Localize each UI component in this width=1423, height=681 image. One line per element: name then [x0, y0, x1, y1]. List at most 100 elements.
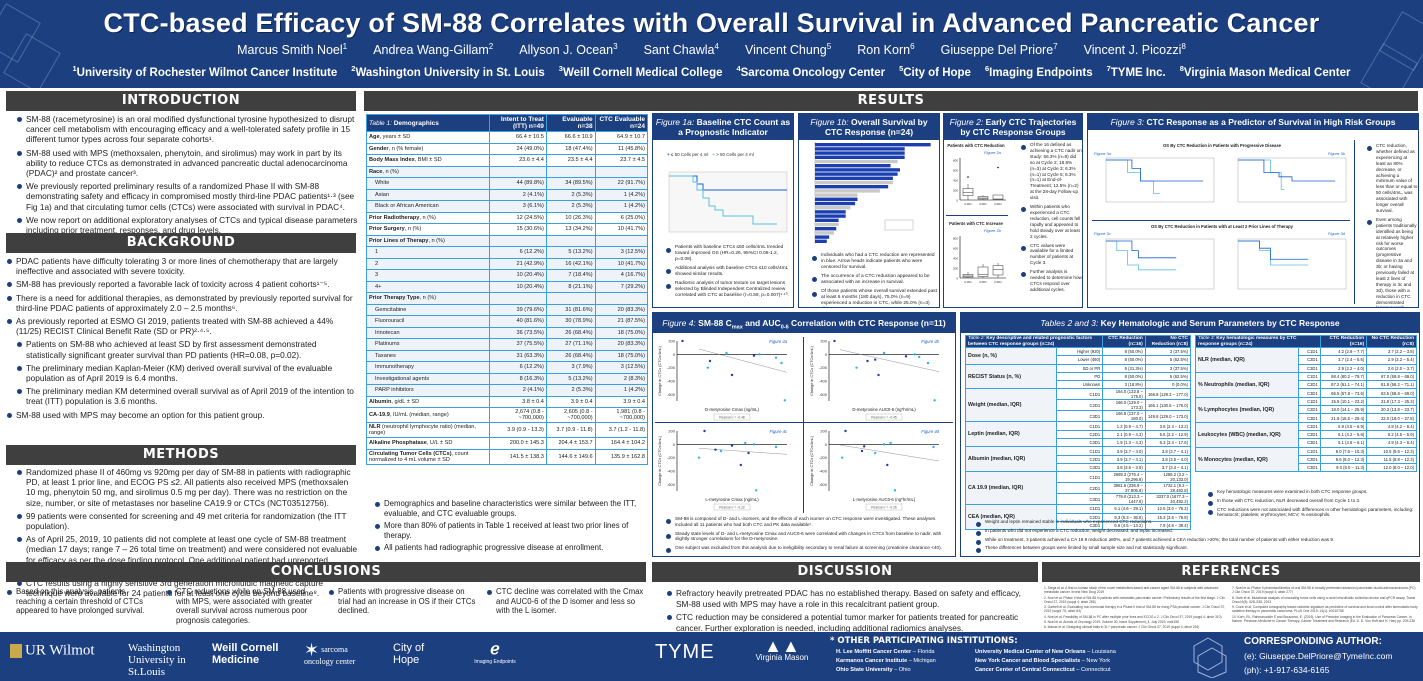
fig4-bullet: One subject was excluded from this analy… [665, 545, 953, 553]
methods-header: METHODS [6, 445, 356, 465]
table2: Table 2: Key descriptive and related pro… [964, 335, 1192, 531]
fig3-label: Figure 3: [1110, 117, 1145, 127]
cell-value: 18 (75.0%) [594, 326, 649, 339]
methods-bullet: Randomized phase II of 460mg vs 920mg pe… [16, 467, 358, 508]
pearson-label: Pearson r = -0.26 [871, 506, 897, 510]
group-label: % Monocytes (median, IQR) [1194, 446, 1300, 473]
cell-value: 67.0 (59.8 – 69.0) [1366, 371, 1417, 382]
survival-bar [815, 193, 858, 197]
fig1b-bullet: Individuals who had a CTC reduction are … [811, 253, 937, 271]
data-point [926, 361, 930, 365]
y-tick: -200 [667, 365, 676, 370]
y-tick: 200 [953, 189, 958, 193]
pearson-box [865, 503, 903, 511]
data-point [860, 449, 864, 453]
row-label: CA-19.9, IU/mL (median, range) [366, 407, 490, 423]
survival-bar [815, 239, 827, 243]
survival-bar [815, 159, 898, 164]
footer: UR Wilmot Washington University in St.Lo… [0, 632, 1423, 681]
x-tick: C3D1 [994, 280, 1002, 284]
cell-value: 66.4 ± 10.5 [488, 131, 547, 144]
table-row: PARP inhibitors 2 (4.1%) 2 (5.3%) 1 (4.2%) [366, 384, 649, 397]
table-caption: Table 3: Key hematologic measures by CTC… [1195, 335, 1321, 348]
cell-value: 22 (91.7%) [594, 177, 649, 190]
row-label: NLR (neutrophil lymphocyte ratio) (media… [366, 422, 490, 438]
table3-note: Key hematologic measures were examined i… [1207, 489, 1417, 497]
cell-value: C2D1 [1298, 429, 1321, 440]
column-header: No CTC Reduction (n=8) [1144, 335, 1192, 348]
table-row: % Lymphocytes (median, IQR) C1D1 15.6 (10.… [1194, 396, 1417, 423]
fig3-bullet: Even among patients traditionally identi… [1366, 217, 1418, 307]
table-row: Black or African American 3 (6.1%) 2 (5.3%… [366, 200, 649, 213]
cell-value: 20 (83.3%) [594, 303, 649, 316]
legend-gt50: > 50 Cells per 4 ml [716, 152, 754, 157]
x-tick: C2D1 [979, 280, 987, 284]
cell-value: 66.6 ± 10.9 [545, 131, 596, 144]
cell-value: 2 (4.1%) [488, 384, 547, 397]
group-label: Dose (n, %) [965, 347, 1057, 365]
table-row: Asian 2 (4.1%) 2 (5.3%) 1 (4.2%) [366, 188, 649, 201]
cell-value: 5.1 (4.6 – 6.1) [1319, 438, 1368, 448]
conclusion-column: Patients with progressive disease on tri… [328, 587, 478, 619]
cell-value [545, 165, 596, 178]
cell-value: 2.9 (2.2 – 4.0) [1319, 363, 1368, 373]
row-label: 4+ [366, 280, 490, 293]
cell-value: C3D1 [1298, 363, 1321, 373]
column-header: CTC Evaluable n=24 [594, 114, 649, 132]
figure1b-panel: Figure 1b: Overall Survival by CTC Respo… [798, 113, 940, 308]
institutions-left: H. Lee Moffitt Cancer Center – Florida Ka… [836, 648, 936, 675]
table-header-row: Table 1: Demographics Intent to Treat (IT… [366, 114, 649, 132]
fig1a-bullet: Additional analysis with baseline CTCs ≤… [665, 266, 791, 278]
data-point [752, 354, 756, 357]
author-name: Vincent J. Picozzi8 [1083, 41, 1186, 57]
cell-value: 1.2 (0.9 – 4.7) [1102, 421, 1146, 431]
data-point [774, 445, 778, 449]
author-email[interactable]: (e): Giuseppe.DelPriore@TymeInc.com [1244, 651, 1393, 661]
cell-value: 2 (8.3%) [594, 372, 649, 385]
plot-area [1105, 238, 1215, 290]
table-row: Fluorouracil 40 (81.6%) 30 (78.9%) 21 (87.5… [366, 315, 649, 328]
plot-area [1237, 157, 1347, 203]
fig4d-scatter: 200 0 -200 -400 -600 Figure 4d L-metyrosine AU… [810, 429, 940, 511]
cell-value: C1D1 [1055, 471, 1104, 484]
km-curve-reduction [1106, 159, 1204, 182]
conclusion-column: CTC decline was correlated with the Cmax… [486, 587, 646, 619]
y-tick: -200 [819, 455, 828, 460]
cell-value: 3.7 (1.2 - 11.8) [594, 422, 649, 438]
other-institutions-title: * OTHER PARTICIPATING INSTITUTIONS: [830, 636, 1018, 646]
cell-value: 3.6 (2.4 – 13.2) [1144, 421, 1192, 431]
fig3-row2-title: OS By CTC Reduction in Patients with at … [1151, 224, 1293, 229]
cell-value: 149.8 (129.0 – 173.0) [1144, 410, 1192, 423]
cell-value: SD or PR [1055, 363, 1104, 373]
survival-bar [815, 155, 905, 159]
survival-bar [815, 172, 898, 176]
data-point [932, 445, 935, 449]
cell-value: 166.1 (130.5 – 176.0) [1144, 399, 1192, 412]
data-point [719, 449, 723, 453]
cell-value: C3D1 [1298, 438, 1321, 448]
cell-value: 5.1 (4.2 – 5.8) [1319, 429, 1368, 440]
row-label: Black or African American [366, 200, 490, 213]
column-header: CTC Reduction (n=16) [1319, 335, 1368, 348]
table2-note: In patients who did not experience a CTC… [975, 528, 1415, 536]
row-label: Immunotherapy [366, 361, 490, 374]
cell-value: 6.1 (4.6 – 29.1) [1102, 504, 1146, 514]
outlier [967, 176, 969, 178]
cell-value: 39 (79.6%) [488, 303, 547, 316]
fig1b-title: Overall Survival by CTC Response (n=24) [824, 117, 928, 137]
cell-value: 5.2 (4.5 – 5.9) [1366, 429, 1417, 440]
data-point [863, 445, 866, 448]
cell-value: 7 (29.2%) [594, 280, 649, 293]
x-tick: C3D1 [994, 202, 1002, 206]
cell-value: 3.8 (3.5 – 4.0) [1144, 454, 1192, 464]
cell-value: 24 (49.0%) [488, 142, 547, 155]
data-point [744, 441, 747, 445]
affiliation: 2Washington University in St. Louis [351, 64, 545, 79]
cell-value: 1,981 (0.8 - ~700,000) [594, 407, 649, 423]
y-tick: 200 [953, 267, 958, 271]
table-row: Taxanes 31 (63.3%) 26 (68.4%) 18 (75.0%) [366, 349, 649, 362]
survival-bar [815, 227, 837, 231]
table-row: CA 19.9 (median, IQR) C1D1 2669.3 (276.4 –… [965, 471, 1192, 506]
fig4a-scatter: 200 0 -200 -400 -600 Figure 4a D-metyrosine Cm… [658, 339, 788, 421]
pearson-box [713, 413, 751, 421]
